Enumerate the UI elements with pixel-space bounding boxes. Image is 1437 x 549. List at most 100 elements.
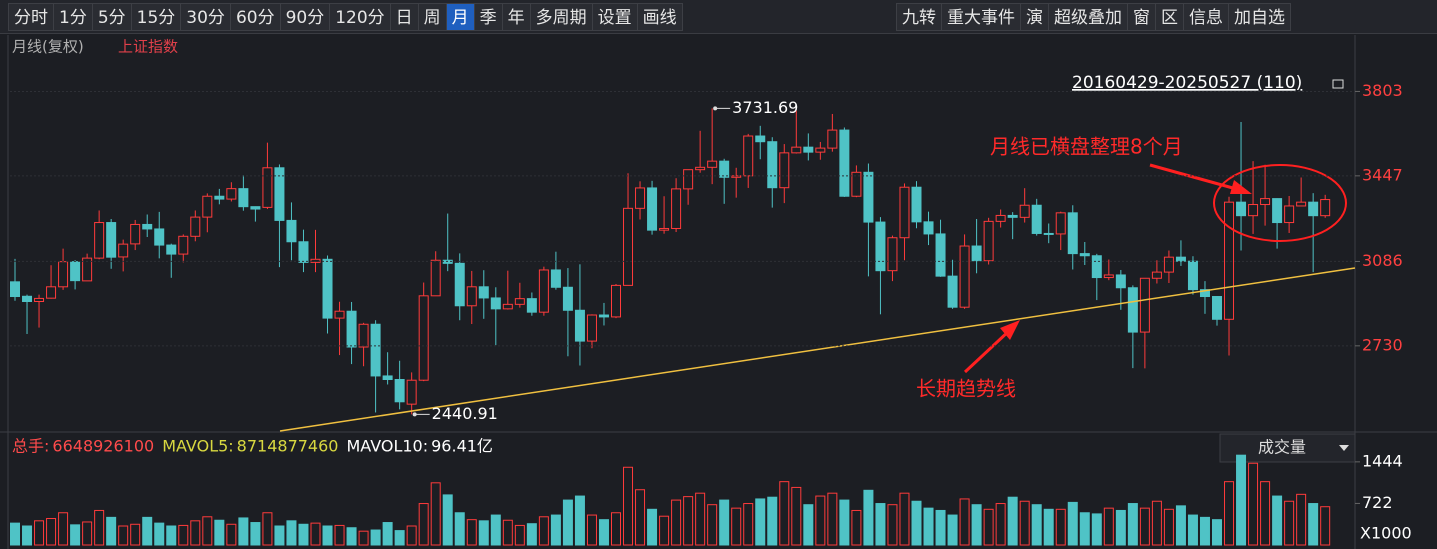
volume-bar [1308, 503, 1319, 546]
volume-bar [406, 525, 417, 546]
toolbar-button[interactable]: 加自选 [1228, 3, 1291, 31]
candle-body [1260, 198, 1271, 206]
toolbar-button[interactable]: 90分 [279, 3, 331, 31]
candle-body [1320, 199, 1331, 217]
toolbar-button[interactable]: 演 [1020, 3, 1049, 31]
toolbar-button[interactable]: 周 [417, 3, 447, 31]
arrow [1149, 163, 1241, 192]
volume-bar [322, 525, 333, 546]
candle-body [1187, 260, 1198, 291]
volume-bar [562, 499, 573, 546]
candle-body [911, 186, 922, 223]
volume-bar [1019, 500, 1030, 546]
candle-body [1079, 253, 1090, 257]
volume-bar [635, 489, 646, 546]
volume-bar [863, 489, 874, 546]
toolbar-button[interactable]: 信息 [1183, 3, 1229, 31]
candle-body [46, 286, 57, 299]
arrow-head [1230, 180, 1252, 194]
volume-bar [526, 523, 537, 546]
candle-body [947, 275, 958, 308]
candle-body [767, 141, 778, 189]
volume-bar [106, 516, 117, 546]
toolbar-button[interactable]: 重大事件 [941, 3, 1021, 31]
volume-bar [659, 515, 670, 546]
volume-bar [743, 503, 754, 546]
candles [10, 108, 1331, 415]
volume-bar [502, 519, 513, 546]
toolbar-button[interactable]: 60分 [229, 3, 281, 31]
high-label: 3731.69 [732, 98, 798, 117]
volume-bar [707, 504, 718, 546]
candle-body [635, 187, 646, 209]
toolbar-button[interactable]: 季 [473, 3, 503, 31]
candle-body [623, 207, 634, 286]
volume-bar [598, 519, 609, 546]
background [0, 35, 1437, 549]
volume-bar [466, 519, 477, 546]
low-dot [412, 412, 417, 417]
volume-bar [695, 492, 706, 546]
volume-bar [214, 519, 225, 546]
candle-body [358, 323, 369, 348]
volume-bar [767, 496, 778, 546]
candle-body [983, 220, 994, 262]
y-tick-label: 3086 [1362, 251, 1403, 270]
candle-body [70, 261, 81, 282]
toolbar-button[interactable]: 月 [445, 3, 475, 31]
candle-body [1151, 271, 1162, 279]
volume-bar [671, 499, 682, 546]
volume-bar [1175, 505, 1186, 546]
candle-body [1308, 201, 1319, 217]
candle-body [1103, 274, 1114, 279]
volume-header-value: 8714877460 [237, 437, 339, 456]
candle-body [514, 298, 525, 305]
candle-body [1272, 198, 1283, 224]
toolbar-button[interactable]: 区 [1155, 3, 1184, 31]
volume-header-value: 96.41亿 [431, 437, 493, 456]
volume-bar [154, 522, 165, 546]
volume-bar [310, 522, 321, 546]
toolbar-button[interactable]: 设置 [591, 3, 638, 31]
candle-body [659, 227, 670, 231]
toolbar-button[interactable]: 超级叠加 [1048, 3, 1128, 31]
candle-body [1199, 289, 1210, 298]
volume-bar [719, 499, 730, 546]
toolbar-button[interactable]: 年 [501, 3, 531, 31]
volume-bar [574, 495, 585, 546]
toolbar-button[interactable]: 120分 [329, 3, 391, 31]
candle-body [154, 228, 165, 246]
toolbar-button[interactable]: 多周期 [529, 3, 593, 31]
dropdown-caret[interactable] [1339, 445, 1349, 451]
toolbar-button[interactable]: 日 [389, 3, 419, 31]
candle-body [538, 269, 549, 313]
toolbar-button[interactable]: 分时 [8, 3, 54, 31]
volume-bar [1031, 504, 1042, 546]
volume-bar [418, 503, 429, 546]
candle-body [935, 233, 946, 277]
volume-bar [959, 498, 970, 546]
toolbar-button[interactable]: 30分 [180, 3, 231, 31]
indicator-name[interactable]: 成交量 [1258, 438, 1306, 457]
y-tick-label: 3447 [1362, 165, 1403, 184]
lock-icon [1332, 79, 1344, 89]
candle-body [550, 269, 561, 288]
candle-body [526, 298, 537, 313]
volume-bars [10, 454, 1331, 546]
volume-bar [1127, 503, 1138, 546]
candle-body [574, 309, 585, 342]
toolbar-button[interactable]: 画线 [636, 3, 683, 31]
volume-bar [731, 507, 742, 546]
volume-bar [815, 495, 826, 546]
candle-body [1175, 256, 1186, 262]
candle-body [887, 237, 898, 272]
candle-body [490, 297, 501, 310]
volume-bar [166, 525, 177, 546]
candle-body [611, 284, 621, 318]
toolbar-button[interactable]: 5分 [91, 3, 132, 31]
toolbar-button[interactable]: 15分 [130, 3, 182, 31]
volume-bar [683, 496, 694, 546]
candle-body [719, 160, 730, 178]
candle-body [430, 259, 441, 297]
candle-body [695, 166, 706, 171]
